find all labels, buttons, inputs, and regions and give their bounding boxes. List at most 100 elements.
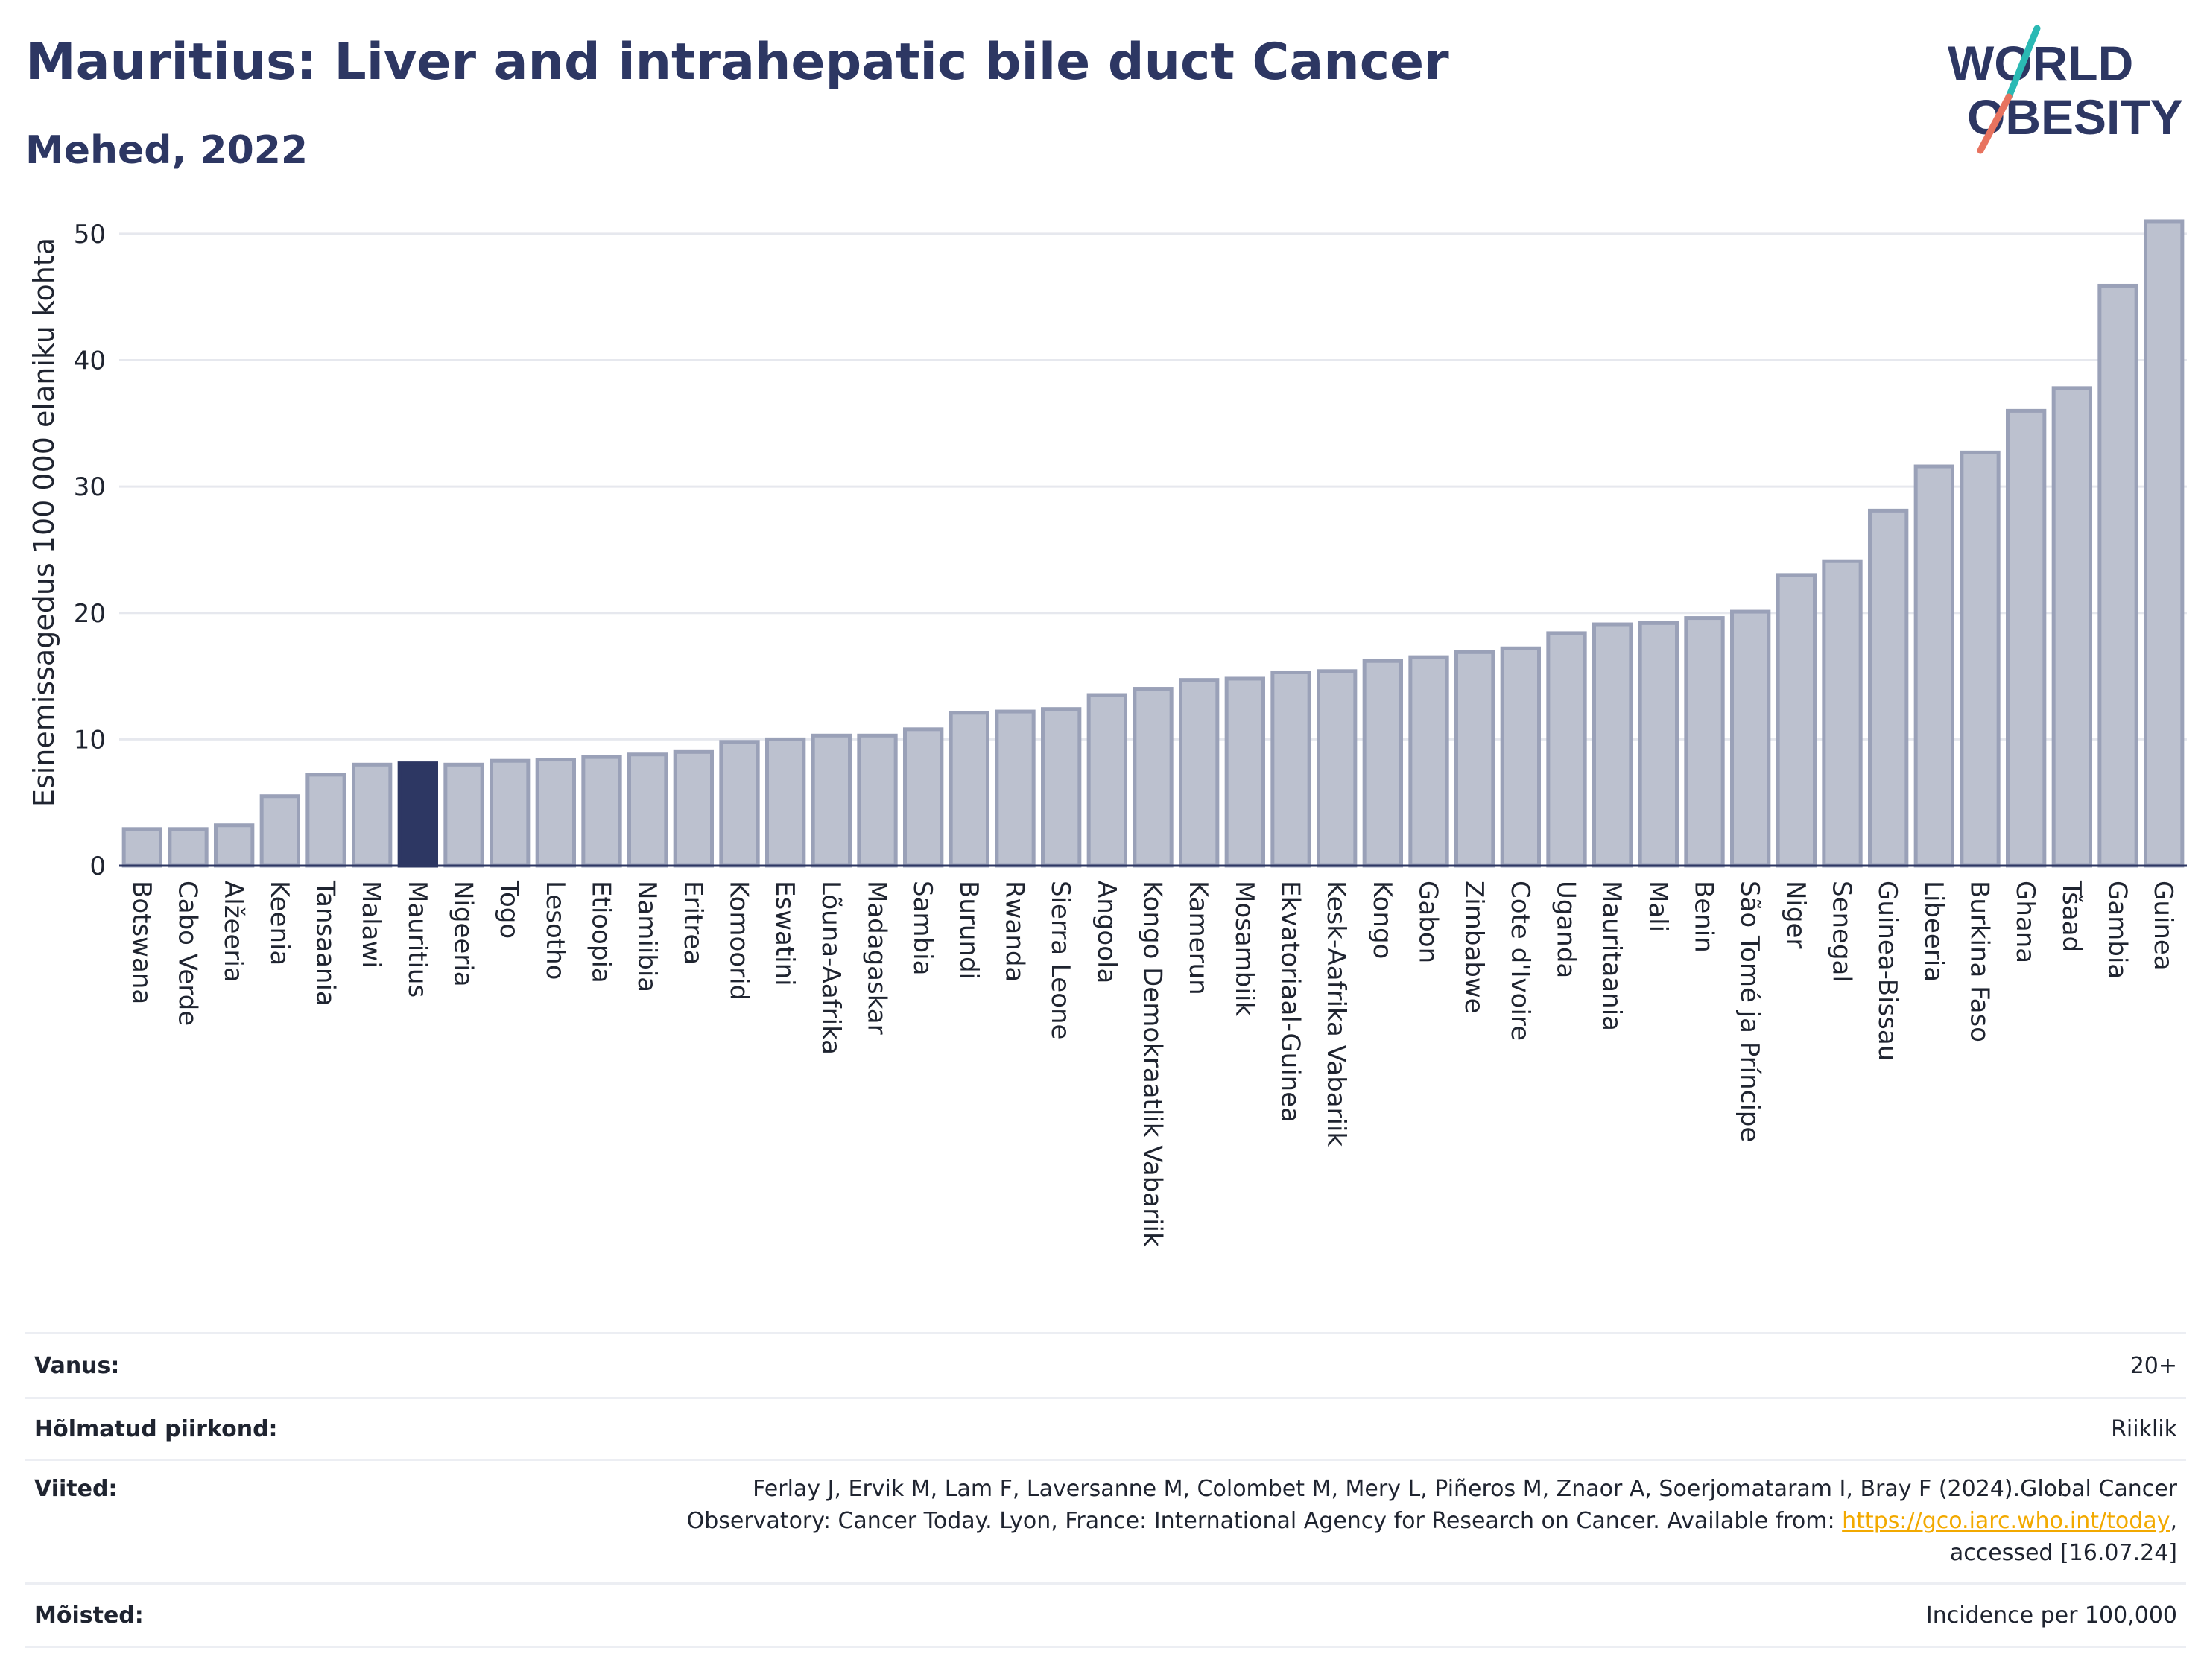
bar-guinea[interactable] <box>2144 219 2185 868</box>
x-tick-label: Komoorid <box>724 881 754 1001</box>
logo-slash-coral <box>1977 93 2013 154</box>
x-tick-label: Tansaania <box>311 880 341 1007</box>
x-tick-label: Libeeria <box>1919 881 1948 982</box>
bar-keenia[interactable] <box>259 794 300 868</box>
x-tick-label: Lõuna-Aafrika <box>816 881 846 1055</box>
bar-lesotho[interactable] <box>535 758 577 868</box>
meta-row-definitions: Mõisted: Incidence per 100,000 <box>25 1582 2186 1648</box>
bar-gabon[interactable] <box>1408 655 1449 868</box>
y-tick-label: 40 <box>74 346 106 376</box>
x-tick-label: Niger <box>1781 881 1811 948</box>
x-tick-label: Malawi <box>356 881 386 969</box>
bar-kongo[interactable] <box>1362 659 1403 868</box>
meta-row-region: Hõlmatud piirkond: Riiklik <box>25 1397 2186 1459</box>
bar-ghana[interactable] <box>2006 408 2047 868</box>
bar-mali[interactable] <box>1638 621 1679 868</box>
meta-def-value: Incidence per 100,000 <box>1925 1602 2177 1629</box>
bar-uganda[interactable] <box>1546 631 1587 868</box>
x-tick-label: Ghana <box>2010 881 2040 963</box>
x-tick-label: Kongo Demokraatlik Vabariik <box>1138 881 1168 1247</box>
chart-subtitle: Mehed, 2022 <box>25 128 308 173</box>
meta-row-references: Viited: Ferlay J, Ervik M, Lam F, Lavers… <box>25 1459 2186 1582</box>
x-tick-label: Tšaad <box>2056 880 2086 952</box>
bar-ekvatoriaal-guinea[interactable] <box>1270 670 1311 868</box>
y-tick-label: 30 <box>74 472 106 502</box>
x-tick-label: Ekvatoriaal-Guinea <box>1276 881 1305 1123</box>
x-tick-label: Eritrea <box>678 881 708 965</box>
x-tick-label: Gambia <box>2103 881 2132 979</box>
chart-title: Mauritius: Liver and intrahepatic bile d… <box>25 33 1449 92</box>
bar-botswana[interactable] <box>121 827 163 868</box>
x-tick-label: Kesk-Aafrika Vabariik <box>1321 881 1351 1147</box>
y-tick-label: 20 <box>74 599 106 629</box>
bar-burkina-faso[interactable] <box>1960 450 2001 868</box>
x-tick-label: Botswana <box>127 881 156 1004</box>
x-tick-label: Togo <box>494 880 524 939</box>
bar-togo[interactable] <box>490 758 531 868</box>
x-tick-label: Benin <box>1689 881 1719 953</box>
x-tick-label: Sierra Leone <box>1045 881 1075 1039</box>
bar-sierra-leone[interactable] <box>1041 707 1082 868</box>
x-tick-label: Etioopia <box>586 881 616 983</box>
bar-l-una-aafrika[interactable] <box>811 733 852 868</box>
meta-def-label: Mõisted: <box>34 1602 144 1629</box>
x-tick-label: Zimbabwe <box>1459 881 1489 1014</box>
bar-kongo-demokraatlik-vabariik[interactable] <box>1133 687 1174 868</box>
x-tick-label: Burkina Faso <box>1965 881 1995 1042</box>
bar-madagaskar[interactable] <box>857 733 898 868</box>
x-tick-label: Mosambiik <box>1229 881 1259 1016</box>
x-tick-label: Keenia <box>265 881 294 966</box>
bar-benin[interactable] <box>1684 616 1725 868</box>
refs-line-1: Ferlay J, Ervik M, Lam F, Laversanne M, … <box>753 1476 2177 1502</box>
bar-cote-d-ivoire[interactable] <box>1500 646 1541 868</box>
bar-s-o-tom-ja-pr-ncipe[interactable] <box>1730 609 1771 868</box>
bar-komoorid[interactable] <box>719 740 760 868</box>
x-tick-label: Senegal <box>1827 881 1857 983</box>
x-tick-label: Kamerun <box>1183 881 1213 995</box>
bar-namiibia[interactable] <box>627 752 668 868</box>
bar-t-aad[interactable] <box>2051 386 2093 868</box>
bar-sambia[interactable] <box>903 727 944 868</box>
x-tick-label: Sambia <box>908 881 937 975</box>
bar-burundi[interactable] <box>949 711 989 868</box>
meta-row-age: Vanus: 20+ <box>25 1332 2186 1397</box>
meta-refs-label: Viited: <box>34 1476 118 1502</box>
bar-etioopia[interactable] <box>581 755 622 868</box>
bar-guinea-bissau[interactable] <box>1868 508 1909 868</box>
bar-eritrea[interactable] <box>673 749 715 868</box>
bar-rwanda[interactable] <box>995 709 1036 868</box>
x-tick-label: Namiibia <box>632 881 662 992</box>
bar-kamerun[interactable] <box>1179 678 1220 868</box>
x-tick-label: Guinea-Bissau <box>1872 881 1902 1061</box>
x-tick-label: Burundi <box>954 881 984 980</box>
bar-gambia[interactable] <box>2097 283 2138 868</box>
x-tick-label: Lesotho <box>540 881 570 980</box>
bar-zimbabwe[interactable] <box>1454 650 1495 868</box>
bar-mauritius[interactable] <box>397 761 439 868</box>
bar-cabo-verde[interactable] <box>168 827 209 868</box>
bar-kesk-aafrika-vabariik[interactable] <box>1317 669 1358 868</box>
x-tick-label: Uganda <box>1551 881 1581 978</box>
x-tick-label: Mauritaania <box>1597 881 1627 1031</box>
refs-line-2-pre: Observatory: Cancer Today. Lyon, France:… <box>686 1508 1843 1534</box>
bar-eswatini[interactable] <box>765 737 806 868</box>
bar-mosambiik[interactable] <box>1224 676 1265 868</box>
bar-malawi[interactable] <box>352 762 393 868</box>
logo-text-obesity: OBESITY <box>1967 89 2183 145</box>
refs-link[interactable]: https://gco.iarc.who.int/today <box>1842 1508 2170 1534</box>
bar-niger[interactable] <box>1776 573 1817 868</box>
bar-al-eeria[interactable] <box>214 823 255 868</box>
x-tick-label: Mauritius <box>402 881 432 998</box>
x-tick-label: Guinea <box>2148 881 2178 971</box>
bar-mauritaania[interactable] <box>1592 622 1633 868</box>
bar-nigeeria[interactable] <box>443 762 484 868</box>
x-tick-label: São Tomé ja Príncipe <box>1735 881 1764 1142</box>
meta-region-label: Hõlmatud piirkond: <box>34 1416 278 1442</box>
x-tick-label: Angoola <box>1092 881 1121 983</box>
x-tick-label: Alžeeria <box>218 881 248 983</box>
bar-senegal[interactable] <box>1822 559 1863 868</box>
bar-libeeria[interactable] <box>1913 464 1955 868</box>
bar-angoola[interactable] <box>1086 693 1127 868</box>
meta-age-label: Vanus: <box>34 1352 120 1379</box>
bar-tansaania[interactable] <box>305 773 346 868</box>
